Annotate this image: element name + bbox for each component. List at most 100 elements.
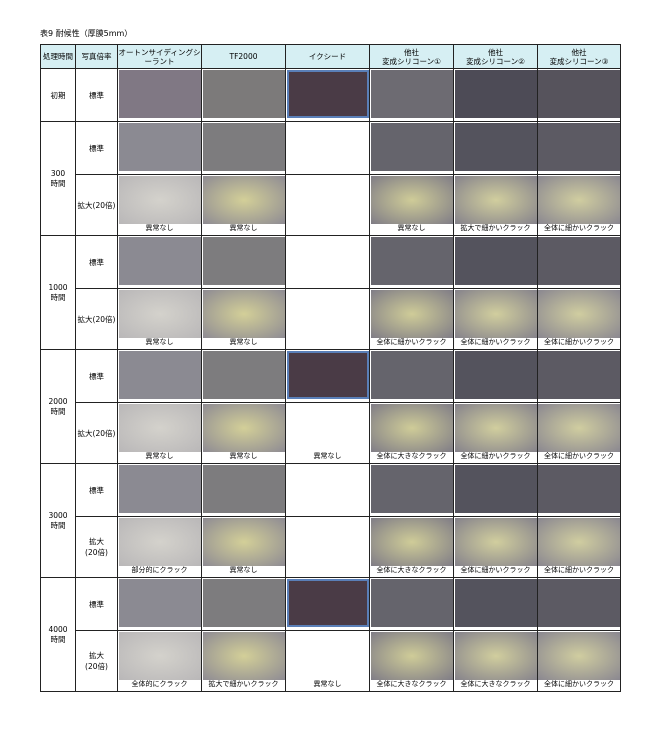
table-row: 2000 時間 標準: [40, 349, 621, 464]
photo-cell: [369, 349, 454, 403]
photo: [202, 70, 285, 118]
photo-cell: 異常なし: [117, 402, 202, 464]
photo-cell: 異常なし: [201, 174, 286, 236]
caption: 全体に細かいクラック: [460, 566, 531, 574]
weather-table: 処理時間 写真倍率 オートンサイディングシーラント TF2000 イクシード 他社 変成シ…: [40, 44, 621, 692]
photo-cell: [537, 349, 621, 403]
caption: 全体に細かいクラック: [544, 338, 614, 346]
photo-cell: [117, 68, 202, 122]
title: 表9 耐候性（厚膜5mm）: [40, 29, 133, 38]
photo-cell: [369, 235, 454, 289]
photo-cell: 異常なし: [117, 288, 202, 350]
photo: [118, 632, 201, 680]
photo-cell: [201, 577, 286, 631]
header-cell: 他社 変成シリコーン①: [369, 44, 454, 69]
photo: [202, 465, 285, 513]
photo-cell: 全体に細かいクラック: [369, 288, 454, 350]
photo-cell: [453, 577, 538, 631]
photo: [538, 579, 620, 627]
caption: 全体に細かいクラック: [460, 452, 531, 460]
photo: [538, 518, 620, 566]
photo-cell: 異常なし: [201, 288, 286, 350]
photo: [286, 351, 369, 399]
photo-cell: [537, 463, 621, 517]
photo: [454, 465, 537, 513]
photo: [286, 70, 369, 118]
header-cell: 他社 変成シリコーン③: [537, 44, 621, 69]
photo-cell: 全体に細かいクラック: [453, 402, 538, 464]
photo-cell: [201, 68, 286, 122]
photo: [118, 290, 201, 338]
caption: 異常なし: [397, 224, 426, 232]
photo: [370, 123, 453, 171]
photo: [538, 176, 620, 224]
caption: 全体に大きなクラック: [460, 680, 531, 688]
photo-cell: 部分的にクラック: [117, 516, 202, 578]
photo-cell: 全体に細かいクラック: [537, 630, 621, 692]
photo-cell: 全体的にクラック: [117, 630, 202, 692]
table-row: 初期 標準: [40, 68, 621, 122]
photo: [538, 351, 620, 399]
photo-cell: [117, 235, 202, 289]
time-cell: 4000 時間: [40, 577, 76, 692]
magnification-cell: 標準: [75, 121, 118, 175]
caption: 異常なし: [145, 452, 174, 460]
photo-blank: [287, 290, 369, 338]
photo-blank: [287, 123, 369, 171]
photo-cell: [537, 577, 621, 631]
photo-cell: 全体に細かいクラック: [537, 174, 621, 236]
photo-cell: [453, 349, 538, 403]
photo-cell: [285, 235, 370, 289]
photo-cell: [453, 235, 538, 289]
table-row: 拡大(20倍) 異常なし 異常なし 全体に細かいクラック 全体に細かいクラック 全体に細か…: [41, 288, 621, 350]
photo-cell: 異常なし: [201, 402, 286, 464]
magnification-cell: 標準: [75, 463, 118, 517]
caption: 全体に大きなクラック: [376, 566, 447, 574]
photo: [370, 404, 453, 452]
photo-cell: [369, 577, 454, 631]
photo: [454, 351, 537, 399]
header-cell: TF2000: [201, 44, 286, 69]
caption: 異常なし: [229, 452, 258, 460]
magnification-cell: 拡大 (20倍): [75, 630, 118, 692]
time-cell: 初期: [40, 68, 76, 122]
photo-cell: 異常なし: [285, 402, 370, 464]
photo: [454, 70, 537, 118]
photo-cell: [285, 121, 370, 175]
photo-cell: 異常なし: [285, 630, 370, 692]
header-row: 処理時間 写真倍率 オートンサイディングシーラント TF2000 イクシード 他社 変成シ…: [40, 44, 621, 69]
photo-cell: [537, 68, 621, 122]
photo-cell: 全体に大きなクラック: [369, 402, 454, 464]
photo: [202, 290, 285, 338]
photo: [118, 404, 201, 452]
photo-cell: 全体に細かいクラック: [453, 516, 538, 578]
photo: [454, 237, 537, 285]
photo-cell: [285, 68, 370, 122]
photo: [454, 176, 537, 224]
photo-cell: 全体に大きなクラック: [453, 630, 538, 692]
caption: 全体的にクラック: [131, 680, 188, 688]
photo-cell: [285, 516, 370, 578]
photo: [370, 290, 453, 338]
photo-cell: [117, 577, 202, 631]
magnification-cell: 拡大(20倍): [75, 288, 118, 350]
photo: [202, 579, 285, 627]
caption: 全体に細かいクラック: [376, 338, 447, 346]
photo-cell: [285, 349, 370, 403]
photo-blank: [287, 176, 369, 224]
photo-cell: 異常なし: [117, 174, 202, 236]
photo: [202, 518, 285, 566]
photo: [538, 70, 620, 118]
photo: [370, 237, 453, 285]
magnification-cell: 拡大(20倍): [75, 174, 118, 236]
photo: [118, 237, 201, 285]
caption: 異常なし: [229, 224, 258, 232]
photo: [118, 351, 201, 399]
table-row: 300 時間 標準: [40, 121, 621, 236]
photo: [454, 123, 537, 171]
photo: [118, 518, 201, 566]
photo-cell: 全体に細かいクラック: [537, 288, 621, 350]
photo-cell: [285, 463, 370, 517]
photo-cell: 全体に細かいクラック: [453, 288, 538, 350]
